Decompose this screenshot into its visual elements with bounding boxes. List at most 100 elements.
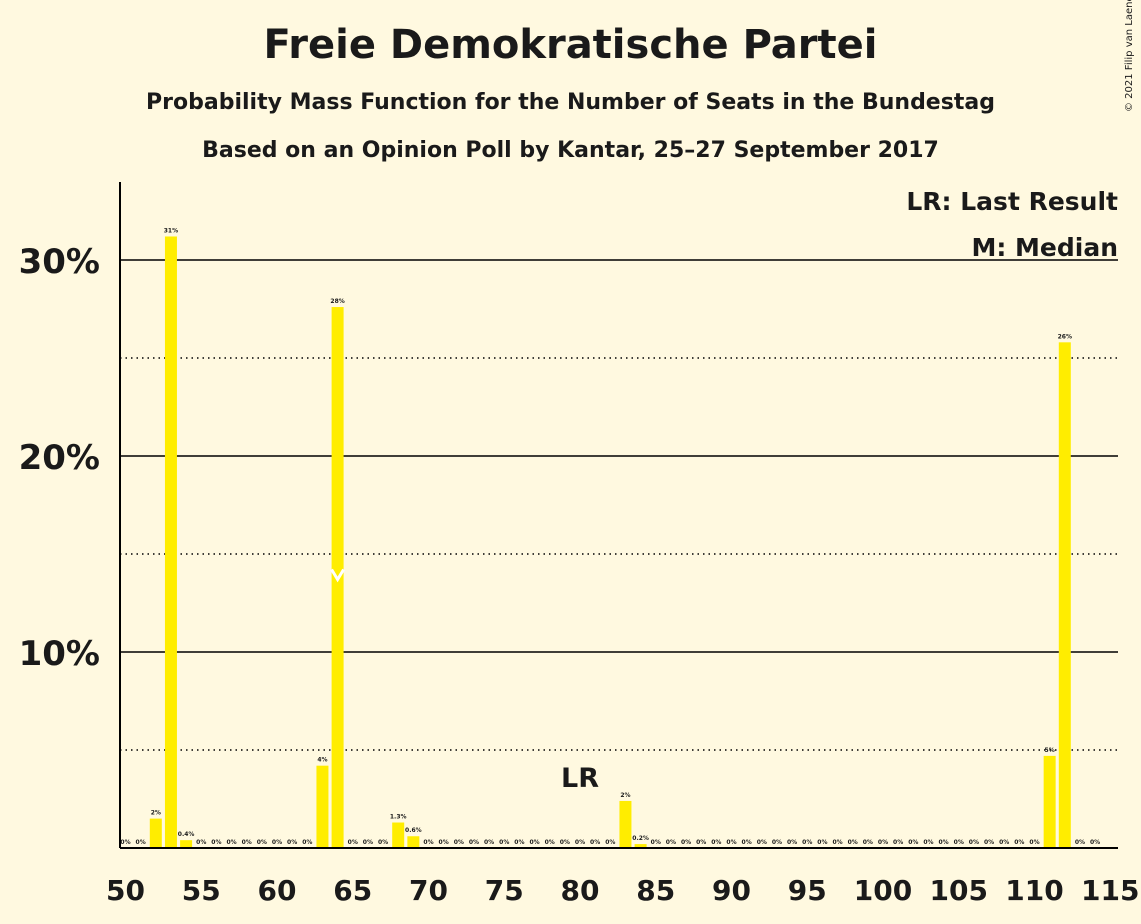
x-tick-label: 95	[788, 874, 827, 907]
last-result-marker: LR	[561, 763, 599, 794]
bar	[180, 840, 193, 848]
x-tick-label: 105	[930, 874, 988, 907]
bar-value-label: 0%	[893, 839, 903, 846]
bar-value-label: 0%	[363, 839, 373, 846]
bar-value-label: 0%	[878, 839, 888, 846]
bar-value-label: 0%	[348, 839, 358, 846]
chart-source: Based on an Opinion Poll by Kantar, 25–2…	[202, 138, 939, 163]
x-tick-label: 115	[1081, 874, 1139, 907]
bar	[392, 822, 405, 848]
bar-value-label: 0%	[120, 839, 130, 846]
x-tick-label: 75	[485, 874, 524, 907]
bar-value-label: 0%	[863, 839, 873, 846]
y-tick-label: 10%	[19, 634, 100, 674]
bar-value-label: 0%	[1075, 839, 1085, 846]
bar-value-label: 2%	[620, 792, 630, 799]
bar-value-label: 0%	[211, 839, 221, 846]
x-tick-label: 50	[106, 874, 145, 907]
bar-value-label: 0%	[272, 839, 282, 846]
chart-subtitle: Probability Mass Function for the Number…	[146, 90, 995, 115]
bar-value-label: 0%	[302, 839, 312, 846]
bar	[1043, 755, 1056, 848]
legend-median: M: Median	[971, 233, 1118, 262]
bar-value-label: 0%	[999, 839, 1009, 846]
bar-value-label: 0%	[1029, 839, 1039, 846]
bar-value-label: 0%	[757, 839, 767, 846]
bar-value-label: 0.2%	[632, 835, 649, 842]
x-tick-label: 55	[182, 874, 221, 907]
x-tick-label: 80	[561, 874, 600, 907]
bar-value-label: 0%	[514, 839, 524, 846]
bar-value-label: 0%	[848, 839, 858, 846]
bar	[164, 236, 177, 849]
legend-last-result: LR: Last Result	[906, 187, 1118, 216]
bar	[634, 844, 647, 848]
bar-value-label: 0%	[196, 839, 206, 846]
bar-value-label: 0.6%	[405, 827, 422, 834]
bar-value-label: 0%	[378, 839, 388, 846]
bar-value-label: 0%	[439, 839, 449, 846]
bar-value-label: 0%	[802, 839, 812, 846]
bar	[149, 818, 162, 848]
bar-value-label: 0.4%	[178, 831, 195, 838]
x-tick-label: 60	[258, 874, 297, 907]
bar-value-label: 0%	[666, 839, 676, 846]
bar-value-label: 1.3%	[390, 814, 407, 821]
bar-value-label: 0%	[484, 839, 494, 846]
bar-value-label: 0%	[529, 839, 539, 846]
bar	[407, 836, 420, 848]
bar-value-label: 5%	[1045, 747, 1055, 754]
bar-value-label: 0%	[742, 839, 752, 846]
x-tick-label: 110	[1005, 874, 1063, 907]
bar-value-label: 0%	[681, 839, 691, 846]
bar	[316, 765, 329, 848]
y-tick-label: 30%	[19, 242, 100, 282]
bar-value-label: 0%	[984, 839, 994, 846]
bar-value-label: 0%	[696, 839, 706, 846]
bar-value-label: 0%	[287, 839, 297, 846]
bar-value-label: 0%	[226, 839, 236, 846]
bar-value-label: 0%	[257, 839, 267, 846]
median-marker	[330, 568, 345, 583]
bar-value-label: 0%	[651, 839, 661, 846]
bar-value-label: 0%	[711, 839, 721, 846]
bar-value-label: 26%	[1058, 333, 1072, 340]
bar-value-label: 0%	[499, 839, 509, 846]
bar-value-label: 0%	[423, 839, 433, 846]
bar-value-label: 0%	[772, 839, 782, 846]
bar-value-label: 2%	[151, 810, 161, 817]
bar-value-label: 0%	[1090, 839, 1100, 846]
bar-value-label: 0%	[923, 839, 933, 846]
bar-value-label: 0%	[1014, 839, 1024, 846]
bar-value-label: 0%	[605, 839, 615, 846]
chart-title: Freie Demokratische Partei	[263, 22, 878, 68]
bar	[619, 800, 632, 848]
bar-value-label: 0%	[726, 839, 736, 846]
bar-value-label: 31%	[164, 227, 178, 234]
x-tick-label: 65	[333, 874, 372, 907]
bar-value-label: 0%	[136, 839, 146, 846]
x-tick-label: 90	[712, 874, 751, 907]
bar-value-label: 0%	[575, 839, 585, 846]
bar-value-label: 0%	[590, 839, 600, 846]
bar-value-label: 0%	[560, 839, 570, 846]
bar-value-label: 0%	[545, 839, 555, 846]
bar-value-label: 0%	[832, 839, 842, 846]
x-tick-label: 70	[409, 874, 448, 907]
bar-value-label: 0%	[817, 839, 827, 846]
bar-value-label: 0%	[454, 839, 464, 846]
bar-value-label: 0%	[969, 839, 979, 846]
bar-value-label: 0%	[939, 839, 949, 846]
x-tick-label: 85	[636, 874, 675, 907]
bar-value-label: 0%	[954, 839, 964, 846]
y-tick-label: 20%	[19, 438, 100, 478]
bar-value-label: 0%	[469, 839, 479, 846]
bar-value-label: 0%	[242, 839, 252, 846]
bar-value-label: 28%	[330, 298, 344, 305]
bar-value-label: 0%	[908, 839, 918, 846]
x-tick-label: 100	[854, 874, 912, 907]
bar	[1058, 342, 1071, 848]
bar-value-label: 4%	[317, 757, 327, 764]
bar-value-label: 0%	[787, 839, 797, 846]
